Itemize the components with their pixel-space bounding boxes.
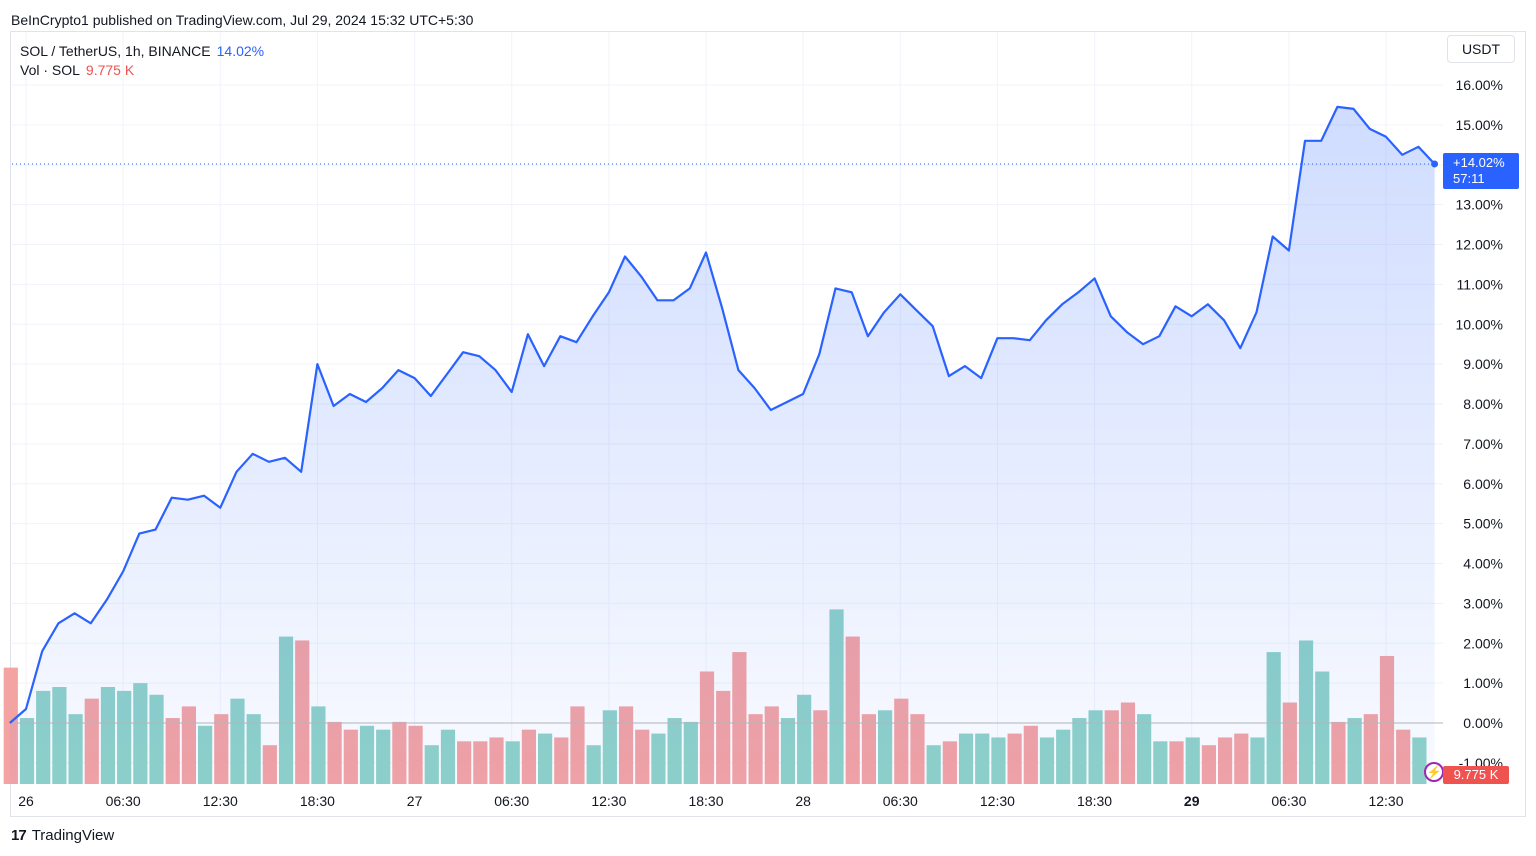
last-volume-label: 9.775 K: [1443, 766, 1509, 784]
currency-unit-button[interactable]: USDT: [1447, 35, 1515, 63]
tradingview-brand[interactable]: 17 TradingView: [11, 827, 114, 844]
legend-volume-value: 9.775 K: [85, 62, 135, 78]
y-tick-label: 11.00%: [1457, 276, 1503, 292]
last-price-dot: [1431, 160, 1439, 168]
x-tick-label: 06:30: [1271, 793, 1306, 809]
y-axis: 16.00%15.00%14.00%13.00%12.00%11.00%10.0…: [1456, 77, 1503, 771]
y-tick-label: 7.00%: [1463, 436, 1503, 452]
x-tick-label: 06:30: [106, 793, 141, 809]
publish-info: BeInCrypto1 published on TradingView.com…: [11, 12, 474, 28]
y-tick-label: 6.00%: [1463, 476, 1503, 492]
y-tick-label: 0.00%: [1463, 715, 1503, 731]
y-tick-label: 3.00%: [1463, 595, 1503, 611]
x-tick-label: 12:30: [1368, 793, 1403, 809]
y-tick-label: 5.00%: [1463, 516, 1503, 532]
y-tick-label: 9.00%: [1463, 356, 1503, 372]
y-tick-label: 13.00%: [1456, 197, 1503, 213]
y-tick-label: 10.00%: [1456, 316, 1503, 332]
x-tick-label: 12:30: [980, 793, 1015, 809]
tradingview-logo-icon: 17: [11, 827, 27, 844]
price-area: [9, 106, 1435, 784]
x-tick-label: 06:30: [494, 793, 529, 809]
price-line: [9, 105, 1436, 724]
x-tick-label: 27: [407, 793, 423, 809]
last-price-value: +14.02%: [1453, 155, 1505, 170]
legend-volume-row[interactable]: Vol · SOL 9.775 K: [20, 61, 134, 79]
y-tick-label: 4.00%: [1463, 556, 1503, 572]
last-price-label: +14.02% 57:11: [1443, 153, 1519, 189]
lightning-icon[interactable]: ⚡: [1424, 762, 1444, 782]
x-tick-label: 29: [1184, 793, 1200, 809]
y-tick-label: 12.00%: [1456, 237, 1503, 253]
y-tick-label: 16.00%: [1456, 77, 1503, 93]
x-tick-label: 06:30: [883, 793, 918, 809]
x-tick-label: 28: [795, 793, 811, 809]
y-tick-label: 15.00%: [1456, 117, 1503, 133]
legend-symbol-row[interactable]: SOL / TetherUS, 1h, BINANCE 14.02%: [20, 42, 264, 60]
x-tick-label: 18:30: [300, 793, 335, 809]
x-tick-label: 12:30: [591, 793, 626, 809]
x-tick-label: 18:30: [1077, 793, 1112, 809]
brand-name: TradingView: [31, 827, 115, 844]
x-tick-label: 26: [18, 793, 34, 809]
legend-symbol: SOL / TetherUS, 1h, BINANCE: [20, 43, 211, 59]
x-axis: 26 06:30 12:30 18:30 27 06:30 12:30 18:30 28 06:3…: [18, 793, 1404, 809]
y-tick-label: 8.00%: [1463, 396, 1503, 412]
y-tick-label: 2.00%: [1463, 635, 1503, 651]
x-tick-label: 18:30: [688, 793, 723, 809]
legend-change: 14.02%: [216, 43, 265, 59]
bar-countdown: 57:11: [1453, 171, 1485, 186]
chart-frame: [10, 31, 1526, 817]
legend-volume-label: Vol · SOL: [20, 62, 80, 78]
x-tick-label: 12:30: [203, 793, 238, 809]
y-tick-label: 1.00%: [1463, 675, 1503, 691]
